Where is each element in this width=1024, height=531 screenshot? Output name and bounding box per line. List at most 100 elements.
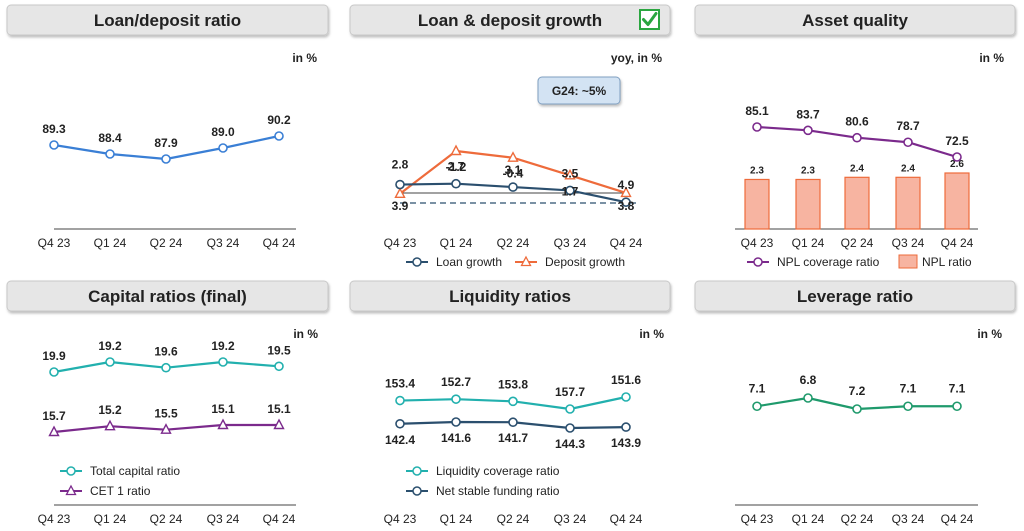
nsfr-point <box>621 422 631 432</box>
lcr-point <box>451 394 461 404</box>
nsfr-label: 143.9 <box>611 436 641 450</box>
target-badge-label: G24: ~5% <box>552 84 607 98</box>
unit-label: in % <box>977 327 1002 341</box>
panel-title-bar <box>694 4 1016 36</box>
npl-ratio-bar <box>944 172 970 230</box>
leverage-label: 6.8 <box>800 373 817 387</box>
leverage-point <box>852 404 862 414</box>
panel-title: Asset quality <box>802 11 908 30</box>
unit-label: in % <box>292 51 317 65</box>
lcr-label: 157.7 <box>555 385 585 399</box>
cet1-point <box>48 425 60 437</box>
npl-ratio-label: 2.4 <box>901 163 915 174</box>
npl-coverage-label: 80.6 <box>845 115 869 129</box>
cet1-label: 15.7 <box>42 409 66 423</box>
deposit-growth-point <box>620 186 632 198</box>
nsfr-label: 142.4 <box>385 433 415 447</box>
npl-coverage-point <box>903 137 913 148</box>
loan-growth-point <box>395 179 405 190</box>
npl-ratio-legend-swatch <box>898 254 918 269</box>
data-label: 89.3 <box>42 122 66 136</box>
cet1-legend-marker <box>65 484 77 496</box>
panel-title: Capital ratios (final) <box>88 287 247 306</box>
x-tick-label: Q3 24 <box>554 512 587 526</box>
deposit-growth-legend-marker <box>520 255 532 267</box>
x-tick-label: Q4 24 <box>610 236 643 250</box>
total-capital-label: 19.6 <box>154 345 178 359</box>
x-tick-label: Q1 24 <box>94 512 127 526</box>
npl-ratio-legend-label: NPL ratio <box>922 255 972 269</box>
x-tick-label: Q3 24 <box>207 512 240 526</box>
deposit-growth-point <box>450 144 462 156</box>
cet1-point <box>160 423 172 434</box>
panel-header-5: Liquidity ratios <box>349 280 671 312</box>
leverage-label: 7.2 <box>849 384 866 398</box>
loan-growth-label: 2.7 <box>448 160 465 174</box>
loan-growth-label: 4.9 <box>618 178 635 192</box>
lcr-label: 153.8 <box>498 377 528 391</box>
total-capital-point <box>274 361 284 372</box>
deposit-growth-label: -0.4 <box>503 167 524 181</box>
lcr-point <box>565 404 575 414</box>
npl-ratio-label: 2.6 <box>950 159 964 170</box>
loan-growth-label: 3.1 <box>505 163 522 177</box>
nsfr-legend-label: Net stable funding ratio <box>436 484 560 498</box>
lcr-label: 151.6 <box>611 373 641 387</box>
cet1-label: 15.5 <box>154 407 178 421</box>
unit-label: yoy, in % <box>611 51 662 65</box>
total-capital-legend-label: Total capital ratio <box>90 464 180 478</box>
target-badge-box <box>537 76 621 105</box>
ldr-point <box>105 149 115 159</box>
nsfr-label: 141.6 <box>441 431 471 445</box>
loan-growth-legend-marker <box>412 257 422 267</box>
cet1-point <box>273 418 285 430</box>
loan-growth-point <box>451 178 461 189</box>
npl-ratio-bar <box>744 178 770 230</box>
cet1-legend-label: CET 1 ratio <box>90 484 151 498</box>
leverage-point <box>752 401 762 412</box>
lcr-label: 152.7 <box>441 375 471 389</box>
chart-loan-deposit-ratio: Q4 23 Q1 24 Q2 24 Q3 24 Q4 24 89.3 88.4 87.9 89.… <box>38 113 296 250</box>
npl-coverage-label: 72.5 <box>945 134 969 148</box>
x-tick-label: Q4 23 <box>384 512 417 526</box>
lcr-legend-marker <box>412 466 422 476</box>
leverage-label: 7.1 <box>900 381 917 395</box>
x-tick-label: Q4 24 <box>263 512 296 526</box>
leverage-point <box>952 401 962 412</box>
nsfr-point <box>395 418 405 429</box>
npl-coverage-point <box>852 132 862 143</box>
lcr-legend-label: Liquidity coverage ratio <box>436 464 560 478</box>
nsfr-point <box>508 417 518 428</box>
total-capital-label: 19.9 <box>42 349 66 363</box>
x-tick-label: Q1 24 <box>792 236 825 250</box>
panel-title-bar <box>6 4 329 36</box>
x-tick-label: Q4 23 <box>741 512 774 526</box>
x-tick-label: Q2 24 <box>841 512 874 526</box>
deposit-growth-label: 3.9 <box>392 199 409 213</box>
data-label: 88.4 <box>98 131 122 145</box>
x-tick-label: Q2 24 <box>497 236 530 250</box>
deposit-growth-label: -1.2 <box>446 160 467 174</box>
lcr-point <box>395 395 405 406</box>
npl-coverage-label: 85.1 <box>745 104 769 118</box>
data-label: 90.2 <box>267 113 291 127</box>
leverage-label: 7.1 <box>949 381 966 395</box>
chart-liquidity-ratios: Q4 23 Q1 24 Q2 24 Q3 24 Q4 24 153.4 152.7 153.8… <box>384 373 643 526</box>
data-label: 87.9 <box>154 136 178 150</box>
x-tick-label: Q3 24 <box>892 236 925 250</box>
total-capital-label: 19.5 <box>267 343 291 357</box>
cet1-label: 15.1 <box>211 402 235 416</box>
panel-title: Loan & deposit growth <box>418 11 602 30</box>
npl-ratio-bar <box>844 176 870 230</box>
x-tick-label: Q2 24 <box>497 512 530 526</box>
total-capital-legend-marker <box>66 466 76 476</box>
npl-ratio-label: 2.3 <box>801 165 815 176</box>
cet1-label: 15.1 <box>267 402 291 416</box>
npl-coverage-label: 83.7 <box>796 107 820 121</box>
x-tick-label: Q4 24 <box>941 512 974 526</box>
npl-coverage-point <box>803 125 813 136</box>
x-tick-label: Q4 23 <box>38 236 71 250</box>
npl-ratio-label: 2.4 <box>850 163 864 174</box>
chart-leverage-ratio: Q4 23 Q1 24 Q2 24 Q3 24 Q4 24 7.1 6.8 7.2 7.1 7.1 <box>735 373 978 526</box>
nsfr-label: 144.3 <box>555 437 585 451</box>
